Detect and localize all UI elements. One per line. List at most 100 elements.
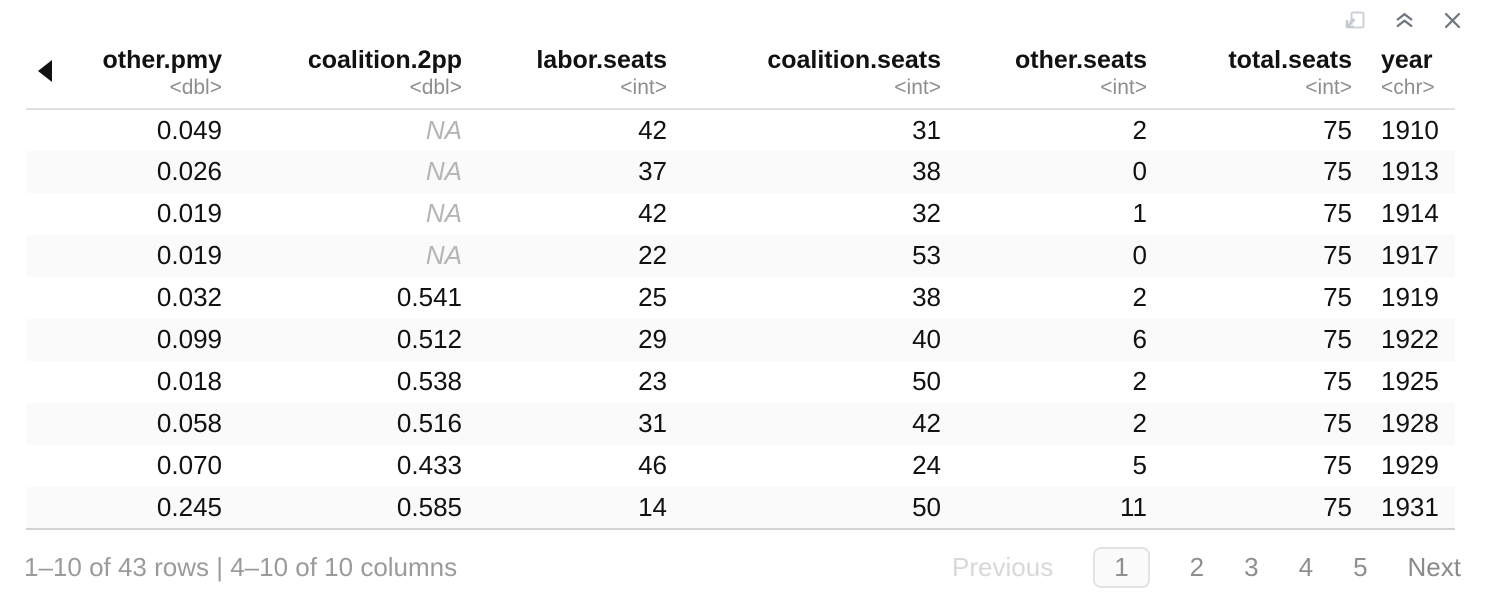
- table-cell: NA: [425, 114, 462, 145]
- column-type: <int>: [894, 75, 941, 99]
- column-header-labor.seats: labor.seats <int>: [462, 40, 667, 109]
- table-cell: 1925: [1381, 366, 1439, 397]
- table-cell: 1917: [1381, 240, 1439, 271]
- table-cell: NA: [425, 156, 462, 187]
- table-cell: 0.018: [156, 366, 222, 397]
- table-cell: NA: [425, 240, 462, 271]
- column-header-other.pmy: other.pmy <dbl>: [26, 40, 222, 109]
- next-page-button[interactable]: Next: [1407, 552, 1461, 583]
- data-table: other.pmy <dbl> coalition.2pp <dbl> labor.se…: [26, 40, 1455, 530]
- page-number-list: 1 2 3 4 5: [1093, 547, 1368, 589]
- table-cell: 22: [638, 240, 667, 271]
- table-cell: 75: [1323, 198, 1352, 229]
- table-cell: 75: [1323, 240, 1352, 271]
- close-pane-icon[interactable]: [1444, 12, 1461, 29]
- paged-table: other.pmy <dbl> coalition.2pp <dbl> labor.se…: [0, 40, 1496, 530]
- table-row: 0.019 NA 42 32 1 75 1914: [26, 193, 1455, 235]
- table-cell: 75: [1323, 366, 1352, 397]
- table-cell: 42: [638, 114, 667, 145]
- table-row: 0.099 0.512 29 40 6 75 1922: [26, 318, 1455, 361]
- table-row: 0.018 0.538 23 50 2 75 1925: [26, 361, 1455, 403]
- page-number-1[interactable]: 1: [1093, 547, 1150, 589]
- table-cell: 0.099: [156, 324, 222, 355]
- table-cell: 38: [912, 156, 941, 187]
- table-header: other.pmy <dbl> coalition.2pp <dbl> labor.se…: [26, 40, 1455, 109]
- table-cell: 75: [1323, 491, 1352, 522]
- table-cell: 75: [1323, 408, 1352, 439]
- table-cell: 2: [1132, 408, 1147, 439]
- table-cell: 24: [912, 450, 941, 481]
- scroll-columns-left-button[interactable]: [38, 60, 52, 82]
- table-cell: 2: [1132, 282, 1147, 313]
- column-name: total.seats: [1228, 46, 1352, 74]
- column-header-coalition.seats: coalition.seats <int>: [667, 40, 941, 109]
- table-cell: 53: [912, 240, 941, 271]
- table-cell: 1928: [1381, 408, 1439, 439]
- table-cell: 0.019: [156, 240, 222, 271]
- table-cell: 0.026: [156, 156, 222, 187]
- column-name: labor.seats: [536, 46, 667, 74]
- collapse-pane-icon[interactable]: [1395, 12, 1414, 29]
- table-cell: 0.058: [156, 408, 222, 439]
- table-row: 0.032 0.541 25 38 2 75 1919: [26, 277, 1455, 319]
- table-cell: 5: [1132, 450, 1147, 481]
- table-cell: 6: [1132, 324, 1147, 355]
- table-cell: 75: [1323, 282, 1352, 313]
- table-cell: 1913: [1381, 156, 1439, 187]
- table-cell: 0.032: [156, 282, 222, 313]
- table-cell: 31: [912, 114, 941, 145]
- pagination: Previous 1 2 3 4 5 Next: [952, 547, 1461, 589]
- table-cell: 75: [1323, 156, 1352, 187]
- table-cell: 0.049: [156, 114, 222, 145]
- column-type: <chr>: [1381, 75, 1435, 99]
- table-cell: 0.541: [396, 282, 462, 313]
- table-cell: 1: [1132, 198, 1147, 229]
- column-type: <dbl>: [169, 75, 222, 99]
- table-cell: 0.070: [156, 450, 222, 481]
- column-type: <dbl>: [409, 75, 462, 99]
- table-cell: 23: [638, 366, 667, 397]
- table-row: 0.070 0.433 46 24 5 75 1929: [26, 445, 1455, 487]
- table-cell: 2: [1132, 114, 1147, 145]
- table-cell: 1922: [1381, 324, 1439, 355]
- table-cell: 0.512: [396, 324, 462, 355]
- header-row: other.pmy <dbl> coalition.2pp <dbl> labor.se…: [26, 40, 1455, 109]
- column-header-other.seats: other.seats <int>: [941, 40, 1147, 109]
- table-cell: 32: [912, 198, 941, 229]
- table-cell: 31: [638, 408, 667, 439]
- table-cell: 46: [638, 450, 667, 481]
- table-cell: 11: [1120, 491, 1147, 522]
- table-cell: 14: [638, 491, 667, 522]
- table-row: 0.049 NA 42 31 2 75 1910: [26, 109, 1455, 151]
- table-cell: 75: [1323, 324, 1352, 355]
- open-in-new-window-icon[interactable]: [1344, 11, 1365, 30]
- table-cell: 37: [638, 156, 667, 187]
- page-number-4[interactable]: 4: [1298, 552, 1314, 583]
- rows-columns-summary: 1–10 of 43 rows | 4–10 of 10 columns: [24, 552, 458, 583]
- table-cell: 0.516: [396, 408, 462, 439]
- table-footer: 1–10 of 43 rows | 4–10 of 10 columns Pre…: [0, 544, 1496, 592]
- table-cell: 0.538: [396, 366, 462, 397]
- table-row: 0.019 NA 22 53 0 75 1917: [26, 234, 1455, 277]
- column-header-coalition.2pp: coalition.2pp <dbl>: [222, 40, 462, 109]
- table-cell: 0.433: [396, 450, 462, 481]
- column-name: other.pmy: [102, 46, 222, 74]
- table-cell: 29: [638, 324, 667, 355]
- table-cell: 1910: [1381, 114, 1439, 145]
- table-cell: 75: [1323, 450, 1352, 481]
- column-type: <int>: [1100, 75, 1147, 99]
- pane-titlebar: [0, 0, 1496, 40]
- previous-page-button[interactable]: Previous: [952, 552, 1054, 583]
- page-number-2[interactable]: 2: [1189, 552, 1205, 583]
- table-cell: 42: [912, 408, 941, 439]
- table-cell: 75: [1323, 114, 1352, 145]
- column-header-total.seats: total.seats <int>: [1147, 40, 1352, 109]
- page-number-5[interactable]: 5: [1353, 552, 1368, 583]
- page-number-3[interactable]: 3: [1244, 552, 1259, 583]
- column-name: other.seats: [1014, 46, 1147, 74]
- table-cell: 0: [1132, 156, 1147, 187]
- table-cell: 0.019: [156, 198, 222, 229]
- column-name: year: [1381, 46, 1433, 74]
- table-cell: 42: [638, 198, 667, 229]
